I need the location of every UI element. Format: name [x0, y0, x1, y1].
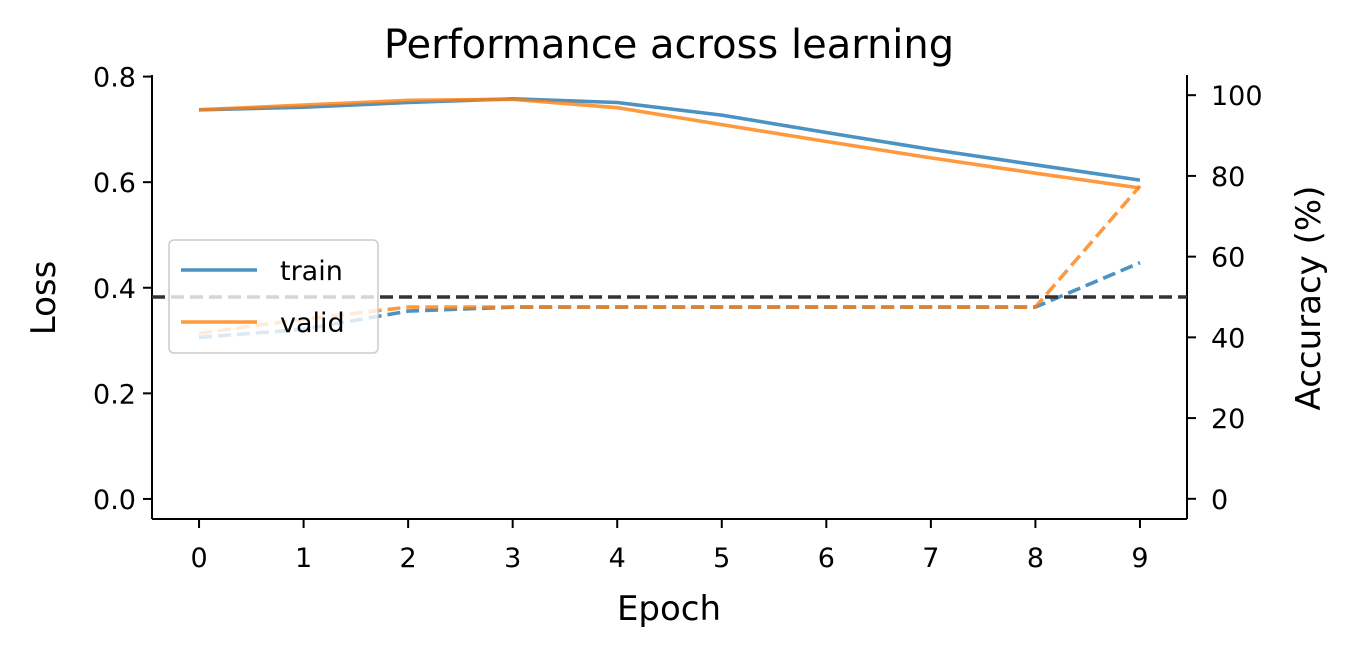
y-left-tick-label: 0.2: [93, 379, 136, 410]
x-tick-label: 5: [713, 543, 730, 574]
y-left-tick-label: 0.6: [93, 168, 136, 199]
x-tick-label: 9: [1131, 543, 1148, 574]
loss-line-valid: [198, 97, 1141, 190]
y-left-tick-label: 0.4: [93, 274, 136, 305]
y-axis-right-label: Accuracy (%): [1289, 186, 1329, 411]
x-tick-label: 3: [504, 543, 521, 574]
loss-line-train: [198, 97, 1141, 182]
y-right-tick-label: 60: [1211, 243, 1245, 274]
legend-label-valid: valid: [280, 308, 345, 339]
y-right-tick-label: 40: [1211, 323, 1245, 354]
legend-box: [168, 239, 379, 354]
x-tick-label: 7: [922, 543, 939, 574]
y-right-tick-label: 0: [1211, 485, 1228, 516]
x-tick-label: 4: [609, 543, 626, 574]
y-axis-left-label: Loss: [24, 261, 64, 336]
x-tick-label: 8: [1027, 543, 1044, 574]
x-tick-label: 2: [400, 543, 417, 574]
x-tick-label: 1: [295, 543, 312, 574]
x-tick-label: 0: [190, 543, 207, 574]
x-tick-label: 6: [818, 543, 835, 574]
axes: 0 1 2 3 4 5 6 7 8 9 0.0 0.2 0.4 0.6 0.8 0 20 40 60 80 100: [93, 63, 1263, 574]
y-left-tick-label: 0.0: [93, 485, 136, 516]
legend-label-train: train: [280, 256, 343, 287]
legend: train valid: [168, 239, 379, 354]
y-right-tick-label: 80: [1211, 162, 1245, 193]
y-right-tick-label: 100: [1211, 81, 1263, 112]
x-axis-label: Epoch: [617, 589, 721, 629]
y-right-tick-label: 20: [1211, 404, 1245, 435]
y-left-tick-label: 0.8: [93, 63, 136, 94]
chart-title: Performance across learning: [384, 22, 954, 68]
